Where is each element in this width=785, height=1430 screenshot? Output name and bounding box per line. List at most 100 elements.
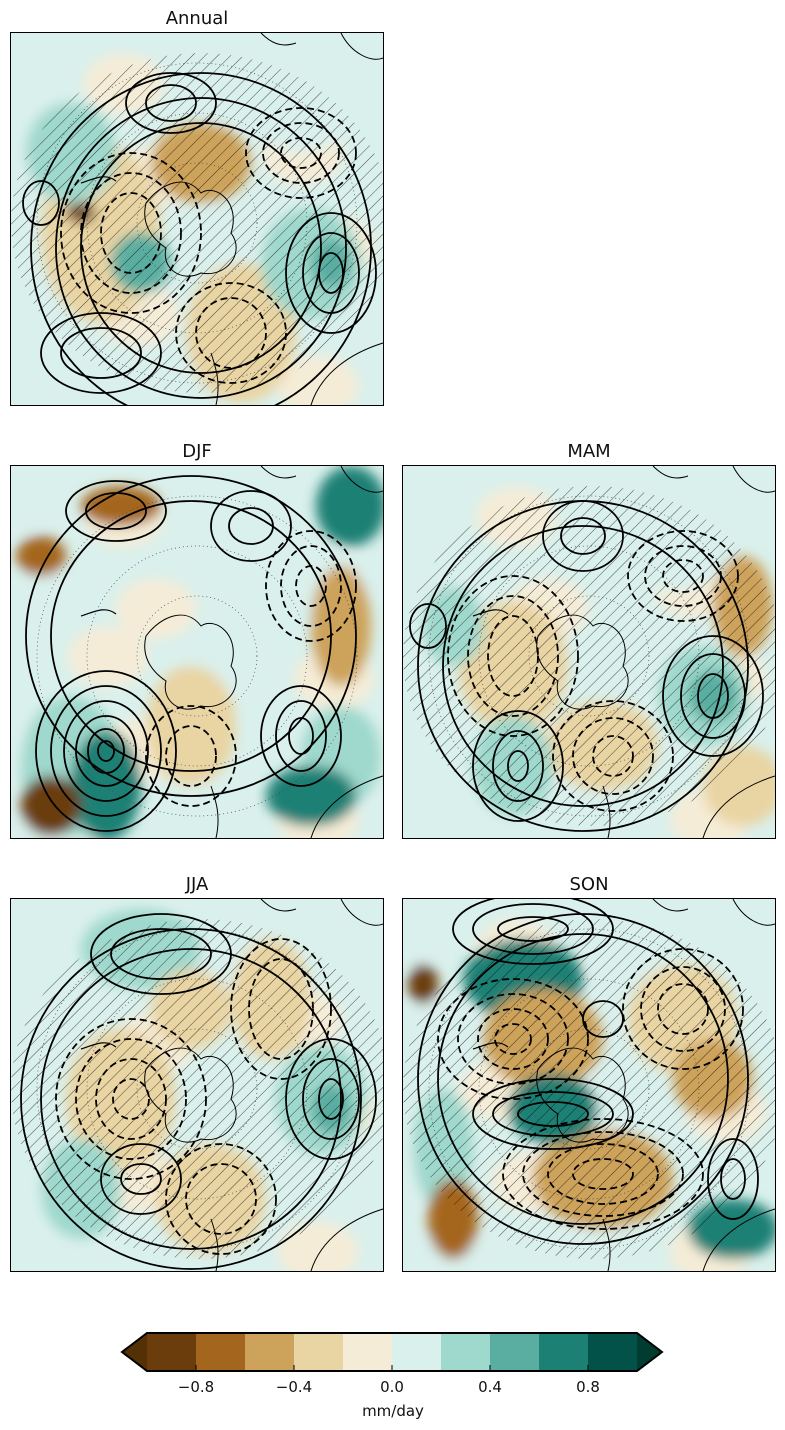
latitude-circle	[136, 162, 258, 284]
contour-positive	[22, 180, 60, 226]
contour-positive	[288, 717, 314, 755]
coastline	[310, 775, 383, 838]
contour-negative	[572, 1158, 634, 1190]
contour-negative	[437, 978, 589, 1100]
colorbar-segment	[294, 1333, 344, 1371]
contour-positive	[260, 685, 342, 787]
contour-negative	[572, 717, 654, 795]
shading-blob	[403, 476, 443, 536]
shading-blob	[19, 367, 99, 405]
coastline	[260, 899, 297, 912]
contour-negative	[547, 1143, 659, 1205]
contour-positive	[680, 653, 746, 739]
colorbar-label: mm/day	[362, 1402, 424, 1420]
contour-positive	[497, 916, 569, 942]
precip-shading	[11, 466, 383, 838]
coastline	[80, 1042, 117, 1050]
contour-negative	[245, 107, 357, 199]
contour-negative	[75, 1038, 187, 1160]
contour-positive	[492, 1091, 614, 1137]
contour-positive	[582, 1000, 624, 1038]
shading-blob	[11, 43, 51, 103]
latitude-circle	[86, 545, 308, 767]
contour-negative	[55, 1018, 207, 1180]
map-panel-mam	[402, 465, 776, 839]
coastline	[652, 466, 689, 479]
contour-negative	[494, 1023, 532, 1055]
contour-negative	[622, 948, 744, 1070]
contour-negative	[640, 966, 726, 1052]
panel-title-annual: Annual	[165, 8, 229, 29]
shading-blob	[11, 476, 51, 536]
coastline	[652, 899, 689, 912]
coastline	[80, 609, 117, 617]
contour-positive	[63, 700, 149, 802]
colorbar-extend-low	[122, 1333, 147, 1371]
map-panel-annual	[10, 32, 384, 406]
contour-positive	[707, 1138, 759, 1220]
shading-blob	[408, 964, 438, 1004]
coastline	[472, 1042, 509, 1050]
contour-positive	[542, 500, 624, 572]
colorbar-segment	[490, 1333, 540, 1371]
contour-positive	[40, 948, 342, 1250]
colorbar-tick-label: −0.4	[275, 1378, 313, 1396]
colorbar-segment	[588, 1333, 638, 1371]
coastline	[144, 614, 237, 710]
coastline	[210, 785, 219, 838]
contour-negative	[265, 530, 357, 642]
coastline	[210, 1218, 219, 1271]
coastline	[732, 466, 775, 493]
contour-positive	[275, 700, 327, 772]
coastline	[260, 466, 297, 479]
colorbar-segment	[441, 1333, 491, 1371]
contour-negative	[552, 700, 674, 812]
contour-positive	[210, 490, 292, 562]
contour-positive	[110, 928, 212, 980]
contour-positive	[60, 327, 142, 379]
colorbar-segment	[196, 1333, 246, 1371]
latitude-circle	[136, 595, 258, 717]
contour-negative	[657, 983, 709, 1035]
contour-positive	[302, 1058, 360, 1140]
contour-negative	[175, 282, 287, 384]
contour-positive	[472, 710, 564, 822]
contour-positive	[472, 903, 594, 955]
contour-positive	[30, 72, 372, 405]
latitude-circle	[528, 1028, 650, 1150]
contour-negative	[487, 615, 539, 697]
contour-negative	[467, 595, 559, 717]
colorbar-tick-label: 0.8	[576, 1378, 600, 1396]
colorbar	[120, 1332, 664, 1372]
map-panel-son	[402, 898, 776, 1272]
contour-positive	[302, 232, 360, 314]
colorbar-tick-label: 0.0	[380, 1378, 404, 1396]
shading-blob	[165, 778, 245, 838]
latitude-circle	[478, 545, 700, 767]
contour-negative	[230, 938, 332, 1080]
contour-positive	[97, 740, 115, 762]
coastline	[310, 1208, 383, 1271]
contour-negative	[662, 559, 704, 593]
contour-positive	[318, 1078, 344, 1120]
colorbar-segment	[245, 1333, 295, 1371]
contour-positive	[437, 933, 729, 1225]
contour-negative	[195, 297, 267, 369]
map-svg	[11, 466, 383, 838]
contour-positive	[492, 730, 544, 802]
colorbar-outline	[120, 1332, 664, 1372]
colorbar-segment	[392, 1333, 442, 1371]
contour-negative	[145, 705, 237, 807]
contour-negative	[644, 545, 722, 607]
contour-positive	[285, 1038, 377, 1160]
contour-positive	[285, 212, 377, 334]
contour-positive	[100, 1143, 182, 1215]
latitude-circle	[478, 978, 700, 1200]
coastline	[340, 466, 383, 493]
coastline	[732, 899, 775, 926]
latitude-circle	[428, 495, 750, 817]
coastline	[310, 342, 383, 405]
shading-blob	[146, 666, 236, 786]
contour-positive	[560, 517, 606, 555]
contour-positive	[40, 312, 162, 394]
